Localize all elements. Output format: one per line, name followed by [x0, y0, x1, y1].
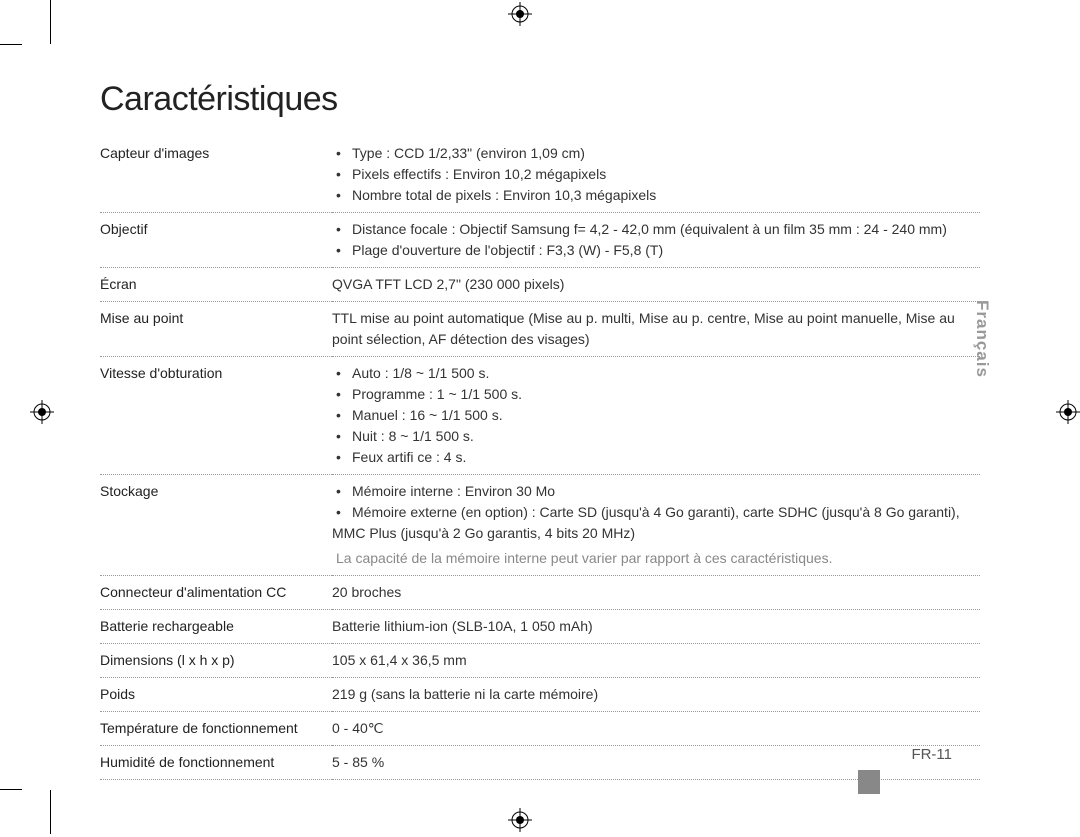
- table-row: ÉcranQVGA TFT LCD 2,7" (230 000 pixels): [100, 268, 980, 302]
- spec-bullet: Plage d'ouverture de l'objectif : F3,3 (…: [332, 240, 974, 261]
- spec-value: 219 g (sans la batterie ni la carte mémo…: [332, 678, 980, 712]
- spec-value: Auto : 1/8 ~ 1/1 500 s.Programme : 1 ~ 1…: [332, 357, 980, 475]
- spec-value: Batterie lithium-ion (SLB-10A, 1 050 mAh…: [332, 610, 980, 644]
- table-row: Mise au pointTTL mise au point automatiq…: [100, 302, 980, 357]
- spec-note: La capacité de la mémoire interne peut v…: [336, 548, 974, 569]
- spec-label: Température de fonctionnement: [100, 712, 332, 746]
- crop-mark: [50, 0, 51, 44]
- spec-label: Dimensions (l x h x p): [100, 644, 332, 678]
- page-title: Caractéristiques: [100, 80, 980, 119]
- spec-bullet: Nuit : 8 ~ 1/1 500 s.: [332, 426, 974, 447]
- spec-bullet-list: Mémoire interne : Environ 30 MoMémoire e…: [332, 481, 974, 544]
- table-row: Dimensions (l x h x p)105 x 61,4 x 36,5 …: [100, 644, 980, 678]
- spec-label: Écran: [100, 268, 332, 302]
- spec-bullet: Manuel : 16 ~ 1/1 500 s.: [332, 405, 974, 426]
- table-row: Température de fonctionnement0 - 40℃: [100, 712, 980, 746]
- spec-label: Poids: [100, 678, 332, 712]
- table-row: ObjectifDistance focale : Objectif Samsu…: [100, 213, 980, 268]
- registration-mark-icon: [508, 808, 532, 832]
- spec-bullet: Mémoire externe (en option) : Carte SD (…: [332, 502, 974, 544]
- table-row: Poids219 g (sans la batterie ni la carte…: [100, 678, 980, 712]
- crop-mark: [50, 790, 51, 834]
- table-row: Batterie rechargeableBatterie lithium-io…: [100, 610, 980, 644]
- spec-value: Type : CCD 1/2,33" (environ 1,09 cm)Pixe…: [332, 137, 980, 213]
- registration-mark-icon: [1056, 400, 1080, 424]
- spec-bullet: Programme : 1 ~ 1/1 500 s.: [332, 384, 974, 405]
- spec-label: Connecteur d'alimentation CC: [100, 576, 332, 610]
- spec-value: 0 - 40℃: [332, 712, 980, 746]
- page-number: FR-11: [911, 746, 952, 763]
- spec-value: 5 - 85 %: [332, 746, 980, 780]
- registration-mark-icon: [30, 400, 54, 424]
- spec-label: Capteur d'images: [100, 137, 332, 213]
- page-indicator-bar: [858, 770, 880, 794]
- spec-value: Mémoire interne : Environ 30 MoMémoire e…: [332, 475, 980, 576]
- spec-value: 20 broches: [332, 576, 980, 610]
- crop-mark: [0, 44, 22, 45]
- crop-mark: [0, 789, 22, 790]
- spec-value: TTL mise au point automatique (Mise au p…: [332, 302, 980, 357]
- spec-bullet-list: Type : CCD 1/2,33" (environ 1,09 cm)Pixe…: [332, 143, 974, 206]
- spec-bullet: Feux artifi ce : 4 s.: [332, 447, 974, 468]
- spec-label: Humidité de fonctionnement: [100, 746, 332, 780]
- spec-bullet: Pixels effectifs : Environ 10,2 mégapixe…: [332, 164, 974, 185]
- spec-bullet-list: Distance focale : Objectif Samsung f= 4,…: [332, 219, 974, 261]
- table-row: Capteur d'imagesType : CCD 1/2,33" (envi…: [100, 137, 980, 213]
- spec-bullet: Distance focale : Objectif Samsung f= 4,…: [332, 219, 974, 240]
- table-row: Vitesse d'obturationAuto : 1/8 ~ 1/1 500…: [100, 357, 980, 475]
- spec-bullet: Mémoire interne : Environ 30 Mo: [332, 481, 974, 502]
- spec-table: Capteur d'imagesType : CCD 1/2,33" (envi…: [100, 137, 980, 780]
- spec-label: Vitesse d'obturation: [100, 357, 332, 475]
- spec-bullet: Nombre total de pixels : Environ 10,3 mé…: [332, 185, 974, 206]
- language-tab: Français: [972, 300, 992, 378]
- spec-bullet: Auto : 1/8 ~ 1/1 500 s.: [332, 363, 974, 384]
- table-row: Connecteur d'alimentation CC20 broches: [100, 576, 980, 610]
- spec-value: Distance focale : Objectif Samsung f= 4,…: [332, 213, 980, 268]
- spec-value: QVGA TFT LCD 2,7" (230 000 pixels): [332, 268, 980, 302]
- spec-bullet: Type : CCD 1/2,33" (environ 1,09 cm): [332, 143, 974, 164]
- page-content: Caractéristiques Capteur d'imagesType : …: [100, 80, 980, 780]
- spec-bullet-list: Auto : 1/8 ~ 1/1 500 s.Programme : 1 ~ 1…: [332, 363, 974, 468]
- table-row: StockageMémoire interne : Environ 30 MoM…: [100, 475, 980, 576]
- spec-label: Stockage: [100, 475, 332, 576]
- table-row: Humidité de fonctionnement5 - 85 %: [100, 746, 980, 780]
- spec-value: 105 x 61,4 x 36,5 mm: [332, 644, 980, 678]
- spec-label: Mise au point: [100, 302, 332, 357]
- spec-label: Batterie rechargeable: [100, 610, 332, 644]
- registration-mark-icon: [508, 2, 532, 26]
- spec-label: Objectif: [100, 213, 332, 268]
